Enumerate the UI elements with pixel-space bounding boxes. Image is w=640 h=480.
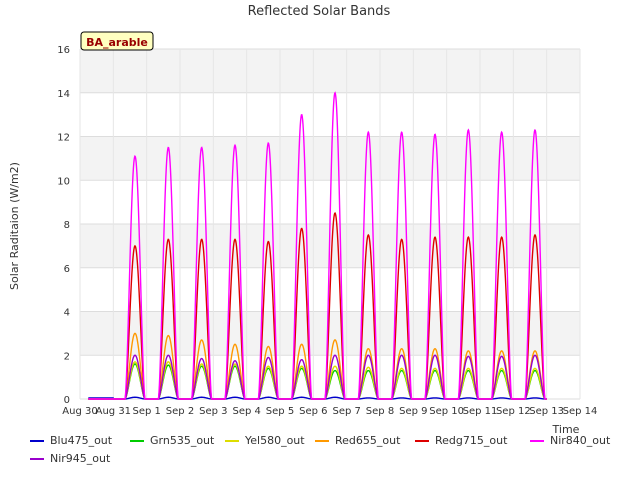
plot-band [80, 311, 580, 356]
x-tick-label: Sep 7 [332, 406, 360, 417]
x-tick-label: Sep 13 [529, 406, 564, 417]
legend-label: Nir840_out [550, 434, 611, 447]
y-tick-label: 10 [57, 176, 70, 187]
legend-label: Grn535_out [150, 434, 215, 447]
plot-band [80, 136, 580, 181]
x-tick-label: Sep 4 [232, 406, 260, 417]
chart-title: Reflected Solar Bands [248, 4, 391, 19]
x-axis-label: Time [552, 423, 580, 436]
legend-swatch [130, 439, 144, 442]
x-tick-label: Sep 1 [132, 406, 160, 417]
plot-band [80, 92, 580, 137]
legend-swatch [30, 439, 44, 442]
y-axis-label: Solar Raditaion (W/m2) [8, 162, 21, 290]
legend-label: Blu475_out [50, 434, 113, 447]
x-tick-label: Sep 3 [199, 406, 227, 417]
legend-swatch [415, 439, 429, 442]
y-tick-label: 4 [64, 308, 70, 319]
legend-item: Grn535_out [130, 434, 214, 447]
x-tick-label: Sep 6 [299, 406, 327, 417]
x-tick-label: Sep 12 [496, 406, 531, 417]
x-tick-label: Sep 8 [366, 406, 394, 417]
legend-item: Blu475_out [30, 434, 112, 447]
legend-swatch [225, 439, 239, 442]
x-tick-label: Sep 10 [429, 406, 464, 417]
legend-item: Nir945_out [30, 452, 110, 465]
x-tick-label: Sep 14 [563, 406, 598, 417]
legend-swatch [30, 457, 44, 460]
annotation-text: BA_arable [86, 36, 148, 49]
y-tick-label: 8 [64, 220, 70, 231]
legend-swatch [315, 439, 329, 442]
y-tick-label: 0 [64, 395, 70, 406]
x-tick-label: Sep 2 [166, 406, 194, 417]
series-line-nir840-out [88, 91, 547, 400]
y-tick-label: 14 [57, 89, 70, 100]
y-tick-label: 2 [64, 351, 70, 362]
y-tick-label: 12 [57, 133, 70, 144]
legend-label: Red655_out [335, 434, 401, 447]
x-tick-label: Sep 5 [266, 406, 294, 417]
legend-item: Redg715_out [415, 434, 507, 447]
legend-item: Yel580_out [225, 434, 305, 447]
x-tick-label: Aug 31 [96, 406, 131, 417]
y-tick-label: 16 [57, 45, 70, 56]
legend-label: Redg715_out [435, 434, 508, 447]
legend-label: Nir945_out [50, 452, 111, 465]
annotation-box: BA_arable [80, 31, 154, 51]
legend-item: Nir840_out [530, 434, 610, 447]
series-layer [88, 91, 547, 400]
legend-item: Red655_out [315, 434, 400, 447]
legend-swatch [530, 439, 544, 442]
legend-label: Yel580_out [245, 434, 305, 447]
plot-band [80, 49, 580, 93]
x-tick-label: Sep 9 [399, 406, 427, 417]
x-tick-label: Aug 30 [62, 406, 97, 417]
x-tick-label: Sep 11 [463, 406, 498, 417]
y-tick-label: 6 [64, 264, 70, 275]
